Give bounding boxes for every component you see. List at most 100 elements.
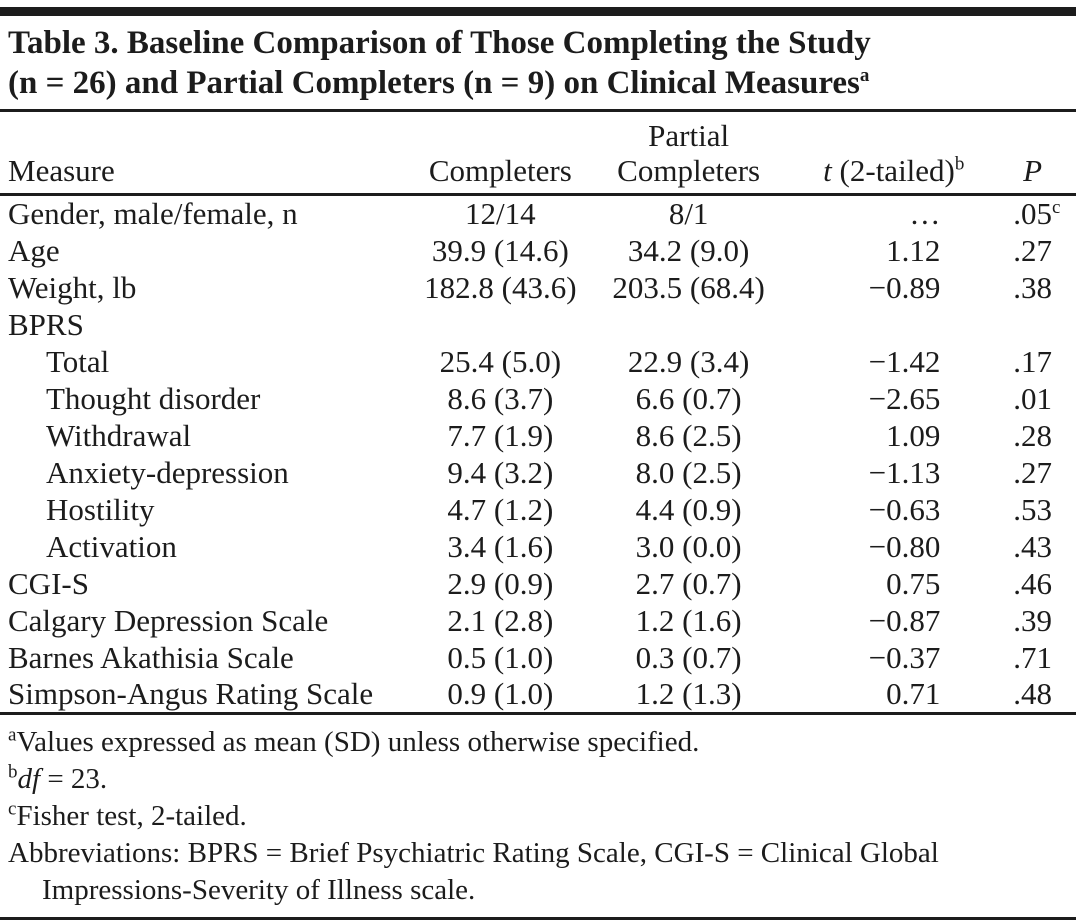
- completers-cell: 12/14: [465, 196, 536, 231]
- measure-cell: Total: [46, 343, 110, 379]
- completers-cell: 182.8 (43.6): [424, 269, 577, 305]
- p-value-cell: .28: [968, 417, 1076, 454]
- partial-completers-cell: 1.2 (1.3): [635, 676, 742, 711]
- measure-cell: Gender, male/female, n: [8, 196, 298, 231]
- table-row-barnes-akathisia: Barnes Akathisia Scale 0.5 (1.0) 0.3 (0.…: [0, 639, 1076, 676]
- footnote-a: aValues expressed as mean (SD) unless ot…: [8, 724, 1068, 761]
- footnote-marker-b: b: [954, 153, 965, 175]
- p-value-cell: .71: [968, 639, 1076, 676]
- p-value: .38: [1013, 269, 1052, 305]
- column-header-t-statistic: t (2-tailed)b: [785, 112, 969, 196]
- t-value-cell: −1.13: [868, 454, 941, 490]
- partial-completers-cell: 6.6 (0.7): [635, 380, 742, 416]
- t-value-cell: [785, 306, 968, 343]
- p-value-cell: .53: [968, 491, 1076, 528]
- p-value-cell: [968, 306, 1076, 343]
- p-value: .48: [1013, 676, 1052, 711]
- t-value-cell: 0.75: [886, 565, 941, 601]
- p-value: .17: [1013, 343, 1052, 379]
- p-value: .28: [1013, 417, 1052, 453]
- p-value-cell: .46: [968, 565, 1076, 602]
- footnote-c-marker: c: [8, 798, 17, 820]
- partial-completers-cell: [592, 306, 786, 343]
- p-value-cell: .27: [968, 232, 1076, 269]
- table-header-row: Measure Completers Partial Completers t …: [0, 112, 1076, 196]
- p-value: .27: [1013, 232, 1052, 268]
- partial-completers-cell: 203.5 (68.4): [612, 269, 765, 305]
- table-row-thought-disorder: Thought disorder 8.6 (3.7) 6.6 (0.7) −2.…: [0, 380, 1076, 417]
- p-value-cell: .48: [968, 676, 1076, 714]
- table-row-hostility: Hostility 4.7 (1.2) 4.4 (0.9) −0.63 .53: [0, 491, 1076, 528]
- p-value-cell: .01: [968, 380, 1076, 417]
- title-divider-rule: [0, 109, 1076, 112]
- footnote-a-marker: a: [8, 724, 17, 746]
- completers-cell: 39.9 (14.6): [431, 232, 569, 268]
- partial-completers-cell: 4.4 (0.9): [635, 491, 742, 527]
- p-value: .46: [1013, 565, 1052, 601]
- p-value-cell: .39: [968, 602, 1076, 639]
- p-value: .71: [1013, 639, 1052, 675]
- completers-cell: [409, 306, 592, 343]
- p-value: .43: [1013, 528, 1052, 564]
- completers-cell: 8.6 (3.7): [447, 380, 554, 416]
- footnote-b: bdf = 23.: [8, 761, 1068, 798]
- partial-completers-cell: 8.0 (2.5): [635, 454, 742, 490]
- completers-cell: 0.5 (1.0): [447, 639, 554, 675]
- completers-cell: 25.4 (5.0): [439, 343, 562, 379]
- table-row-simpson-angus: Simpson-Angus Rating Scale 0.9 (1.0) 1.2…: [0, 676, 1076, 714]
- p-value-cell: .17: [968, 343, 1076, 380]
- t-value-cell: −0.63: [868, 491, 941, 527]
- table-row-age: Age 39.9 (14.6) 34.2 (9.0) 1.12 .27: [0, 232, 1076, 269]
- table-header: Measure Completers Partial Completers t …: [0, 112, 1076, 196]
- table-title-line2-text: (n = 26) and Partial Completers (n = 9) …: [8, 65, 860, 101]
- p-value: .53: [1013, 491, 1052, 527]
- t-value-cell: −2.65: [868, 380, 941, 416]
- completers-cell: 0.9 (1.0): [447, 676, 554, 711]
- column-header-partial-completers: Partial Completers: [591, 112, 786, 196]
- t-value-cell: 1.09: [886, 417, 941, 453]
- section-label-cell: BPRS: [8, 306, 84, 342]
- measure-cell: Barnes Akathisia Scale: [8, 639, 294, 675]
- partial-completers-cell: 1.2 (1.6): [635, 602, 742, 638]
- table-row-activation: Activation 3.4 (1.6) 3.0 (0.0) −0.80 .43: [0, 528, 1076, 565]
- t-value-cell: 1.12: [886, 232, 941, 268]
- footnote-a-text: Values expressed as mean (SD) unless oth…: [16, 726, 700, 758]
- table-row-cgi-s: CGI-S 2.9 (0.9) 2.7 (0.7) 0.75 .46: [0, 565, 1076, 602]
- partial-completers-cell: 0.3 (0.7): [635, 639, 742, 675]
- completers-cell: 9.4 (3.2): [447, 454, 554, 490]
- p-value: .27: [1013, 454, 1052, 490]
- column-header-measure: Measure: [0, 112, 409, 196]
- completers-cell: 2.1 (2.8): [447, 602, 554, 638]
- partial-completers-cell: 22.9 (3.4): [627, 343, 750, 379]
- t-value-cell: …: [909, 196, 941, 231]
- t-value-cell: −0.80: [868, 528, 941, 564]
- partial-header-line2: Completers: [617, 153, 761, 188]
- paper-table-figure: Table 3. Baseline Comparison of Those Co…: [0, 7, 1076, 920]
- table-title-line1: Table 3. Baseline Comparison of Those Co…: [8, 25, 871, 61]
- partial-completers-cell: 8.6 (2.5): [635, 417, 742, 453]
- footnote-b-df: df: [17, 763, 41, 795]
- footnote-b-text: = 23.: [40, 763, 108, 795]
- p-value-cell: .05c: [1013, 196, 1061, 231]
- measure-cell: Thought disorder: [46, 380, 261, 416]
- completers-cell: 2.9 (0.9): [447, 565, 554, 601]
- table-row-bprs-total: Total 25.4 (5.0) 22.9 (3.4) −1.42 .17: [0, 343, 1076, 380]
- table-body: Gender, male/female, n 12/14 8/1 … .05c …: [0, 195, 1076, 714]
- t-value-cell: −0.37: [868, 639, 941, 675]
- t-value-cell: −0.89: [868, 269, 941, 305]
- partial-completers-cell: 2.7 (0.7): [635, 565, 742, 601]
- t-header-text: (2-tailed): [831, 153, 955, 188]
- top-thick-rule: [0, 7, 1076, 16]
- table-title-line2: (n = 26) and Partial Completers (n = 9) …: [8, 63, 1068, 103]
- table-footnotes: aValues expressed as mean (SD) unless ot…: [0, 715, 1076, 920]
- p-symbol: P: [1023, 153, 1042, 188]
- table-row-anxiety-depression: Anxiety-depression 9.4 (3.2) 8.0 (2.5) −…: [0, 454, 1076, 491]
- measure-cell: Activation: [46, 528, 177, 564]
- footnote-c-text: Fisher test, 2-tailed.: [16, 800, 247, 832]
- p-value-cell: .38: [968, 269, 1076, 306]
- p-value-cell: .27: [968, 454, 1076, 491]
- p-value: .39: [1013, 602, 1052, 638]
- footnote-abbreviations: Abbreviations: BPRS = Brief Psychiatric …: [8, 837, 939, 906]
- table-row-gender: Gender, male/female, n 12/14 8/1 … .05c: [0, 195, 1076, 233]
- measure-cell: Simpson-Angus Rating Scale: [8, 676, 374, 711]
